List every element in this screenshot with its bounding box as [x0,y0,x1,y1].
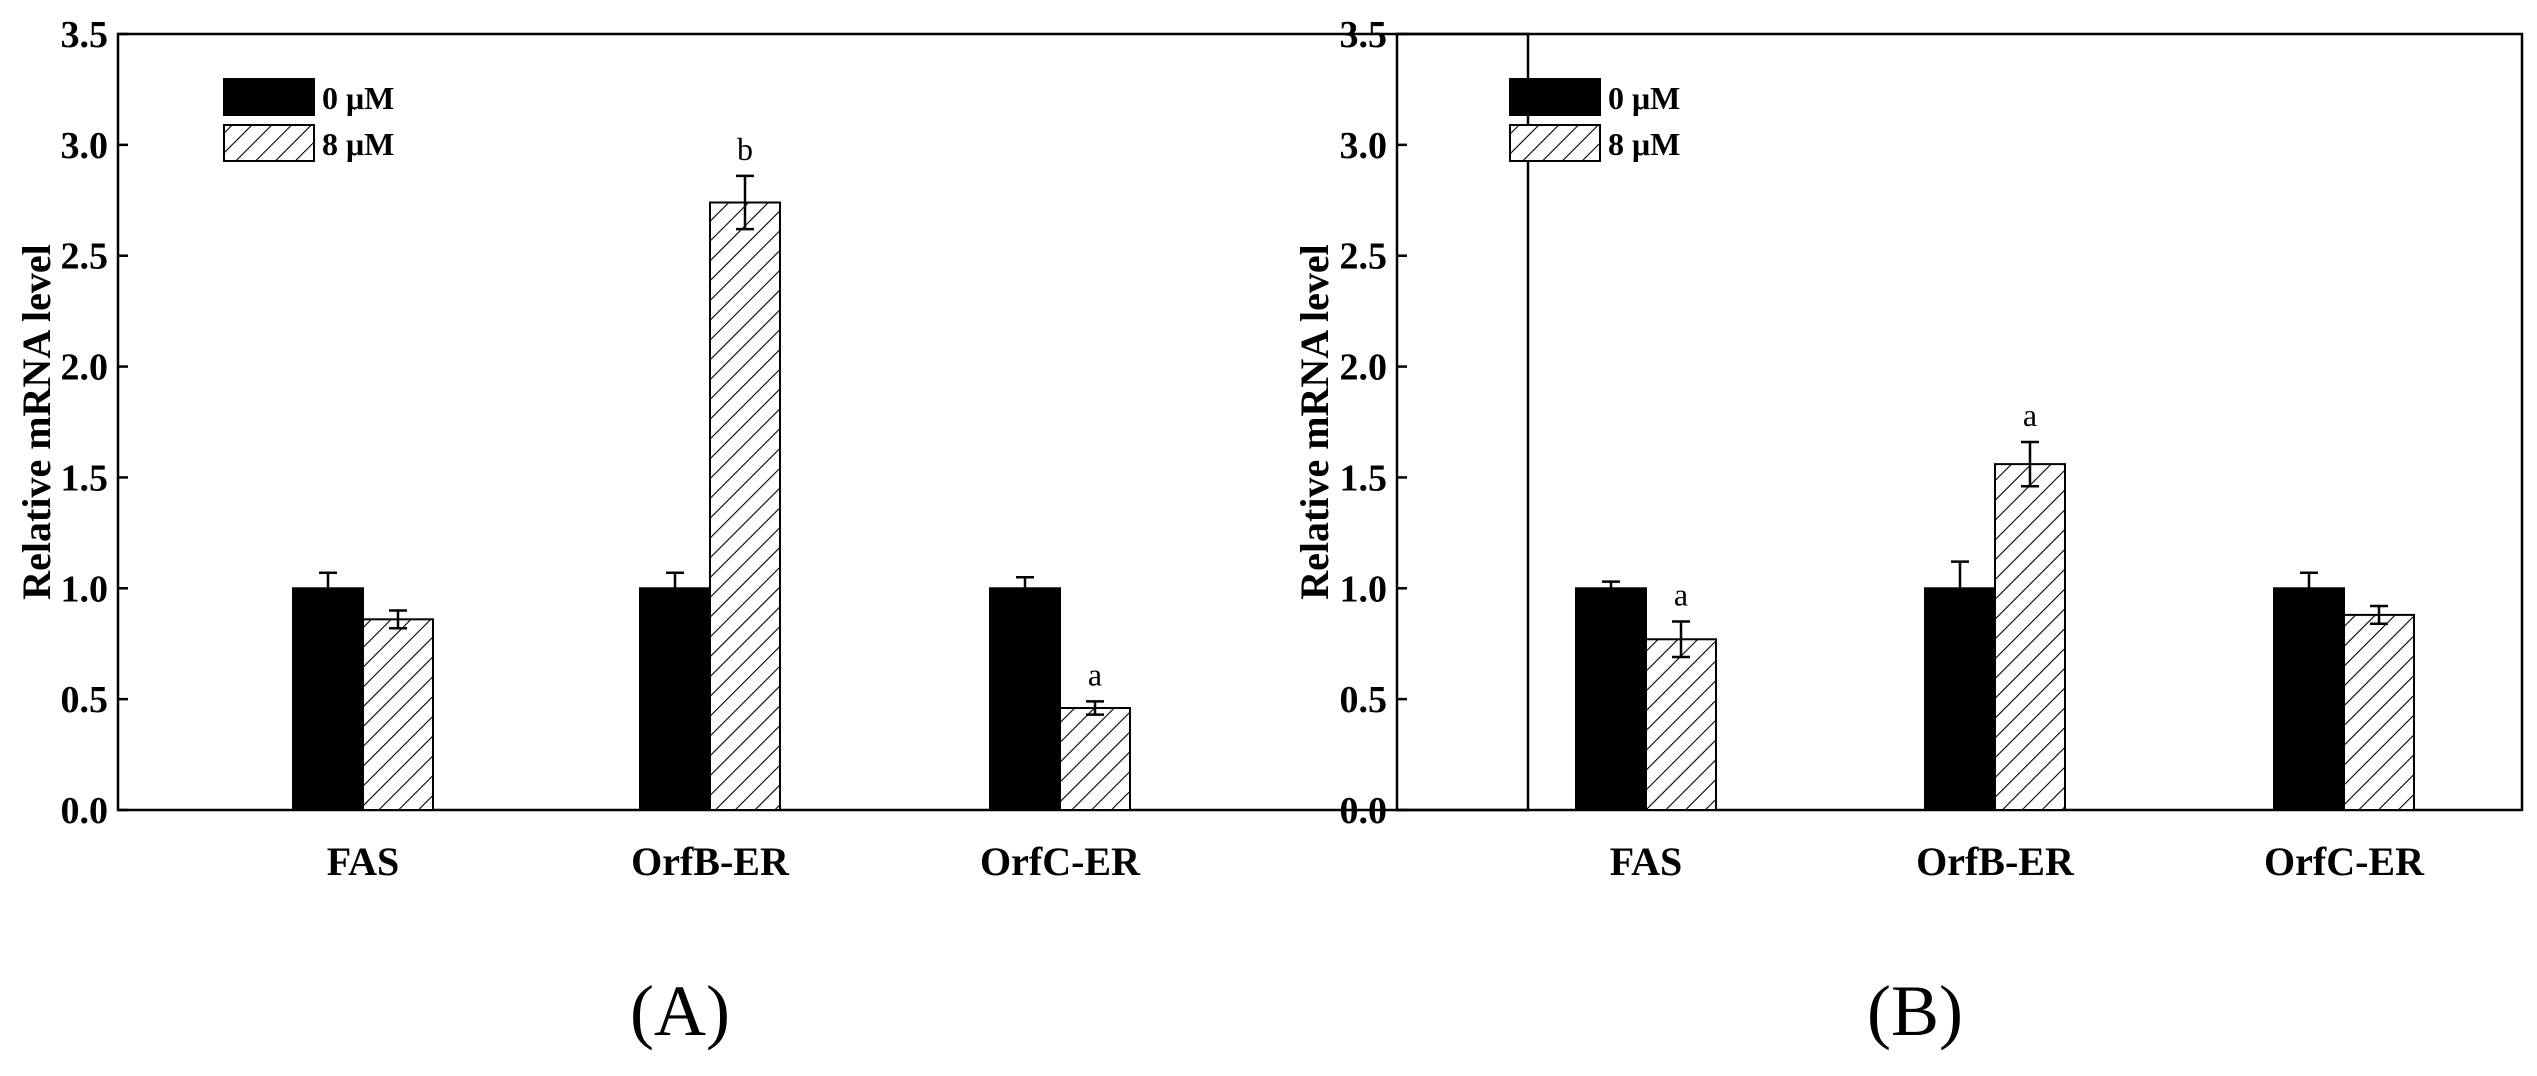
legend-label: 8 μM [322,126,394,162]
y-tick-label: 0.5 [61,679,109,721]
bar-treated-orfb-er [1994,463,2066,811]
bar-treated-orfc-er [1059,707,1131,811]
bar-treated-orfc-er [2343,613,2415,811]
y-tick-label: 0.5 [1340,679,1388,721]
y-tick-label: 1.0 [1340,568,1388,610]
x-category-label: OrfC-ER [2264,839,2425,884]
plot-frame [116,32,1530,812]
panel-label: (B) [1867,971,1963,1051]
y-axis-label: Relative mRNA level [1292,244,1337,599]
y-tick-label: 3.5 [61,14,109,56]
significance-letter: a [2023,397,2037,433]
y-tick-label: 2.0 [61,347,109,389]
significance-letter: a [1088,656,1102,692]
legend-swatch [1509,78,1601,116]
chart-panel-b: 0.0 0.5 1.0 1.5 2.0 2.5 3.0 3.5 Relative mRNA le… [1292,14,2524,1051]
x-category-label: FAS [327,839,400,884]
x-category-label: FAS [1610,839,1683,884]
bar-control-orfb-er [1924,587,1996,811]
bar-treated-fas [1645,638,1717,812]
y-tick-label: 2.5 [61,236,109,278]
bar-treated-orfb-er [709,201,781,811]
legend-label: 0 μM [322,80,394,116]
x-category-label: OrfB-ER [631,839,790,884]
y-tick-label: 3.0 [61,125,109,167]
legend-swatch [223,124,315,162]
y-tick-label: 0.0 [61,790,109,832]
y-tick-label: 0.0 [1340,790,1388,832]
y-tick-label: 2.0 [1340,347,1388,389]
legend-label: 0 μM [1608,80,1680,116]
legend-swatch [1509,124,1601,162]
y-tick-label: 2.5 [1340,236,1388,278]
y-tick-label: 3.5 [1340,14,1388,56]
bar-control-fas [1575,587,1647,811]
bar-control-orfc-er [989,587,1061,811]
bar-treated-fas [362,618,434,812]
x-category-label: OrfB-ER [1916,839,2075,884]
y-tick-label: 3.0 [1340,125,1388,167]
legend-swatch [223,78,315,116]
legend-label: 8 μM [1608,126,1680,162]
y-tick-label: 1.5 [1340,457,1388,499]
bar-control-orfb-er [639,587,711,811]
x-category-label: OrfC-ER [980,839,1141,884]
bar-control-orfc-er [2273,587,2345,811]
y-axis-label: Relative mRNA level [14,244,59,599]
y-tick-label: 1.0 [61,568,109,610]
panel-label: (A) [630,971,730,1051]
y-tick-label: 1.5 [61,457,109,499]
significance-letter: a [1674,577,1688,613]
significance-letter: b [737,131,753,167]
bar-control-fas [292,587,364,811]
chart-panel-a: 0.0 0.5 1.0 1.5 2.0 2.5 3.0 3.5 Relative mRNA le… [14,14,1530,1051]
